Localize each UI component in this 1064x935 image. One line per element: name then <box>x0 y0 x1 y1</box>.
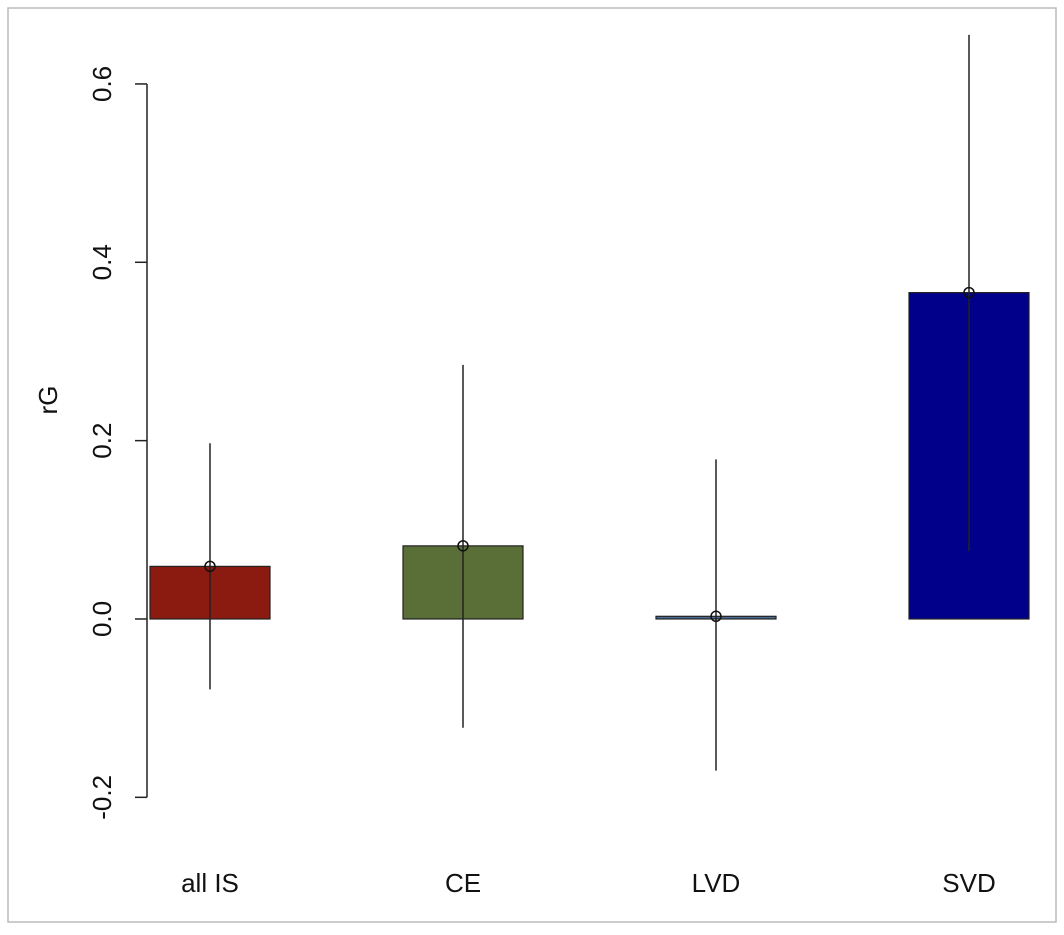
x-tick-label: all IS <box>181 868 239 898</box>
point <box>457 540 469 552</box>
x-tick-label: CE <box>445 868 481 898</box>
y-tick-label: -0.2 <box>87 775 117 820</box>
x-tick-label: SVD <box>942 868 995 898</box>
point <box>204 560 216 573</box>
y-tick-label: 0.6 <box>87 66 117 102</box>
y-axis-label: rG <box>33 386 63 415</box>
y-tick-label: 0.0 <box>87 601 117 637</box>
x-tick-label: LVD <box>692 868 741 898</box>
y-tick-label: 0.2 <box>87 423 117 459</box>
point <box>963 286 975 299</box>
frame <box>7 7 1057 923</box>
point <box>710 610 722 623</box>
y-tick-label: 0.4 <box>87 244 117 280</box>
